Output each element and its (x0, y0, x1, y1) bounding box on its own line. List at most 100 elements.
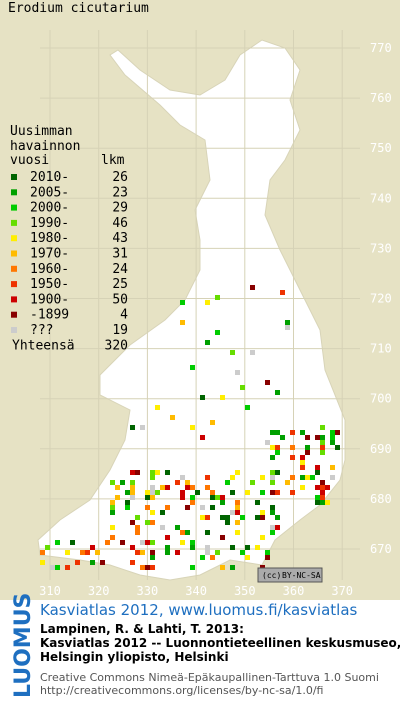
observation-square (260, 510, 265, 515)
observation-square (190, 365, 195, 370)
observation-square (260, 515, 265, 520)
observation-square (270, 470, 275, 475)
observation-square (65, 550, 70, 555)
y-tick-label: 740 (370, 191, 392, 205)
observation-square (265, 380, 270, 385)
legend-swatch (11, 189, 17, 196)
observation-square (150, 550, 155, 555)
observation-square (305, 435, 310, 440)
legend-label: 2000- (30, 201, 69, 216)
observation-square (265, 555, 270, 560)
legend-total: 320 (105, 338, 128, 353)
observation-square (130, 470, 135, 475)
observation-square (40, 550, 45, 555)
observation-square (155, 490, 160, 495)
observation-square (185, 480, 190, 485)
observation-square (305, 450, 310, 455)
observation-square (225, 480, 230, 485)
observation-square (250, 350, 255, 355)
observation-square (145, 490, 150, 495)
observation-square (195, 490, 200, 495)
observation-square (95, 550, 100, 555)
observation-square (285, 480, 290, 485)
legend-heading: havainnon (10, 139, 80, 154)
observation-square (310, 475, 315, 480)
observation-square (215, 550, 220, 555)
observation-square (280, 290, 285, 295)
observation-square (235, 530, 240, 535)
legend-label: -1899 (30, 308, 69, 323)
observation-square (290, 445, 295, 450)
legend-swatch (11, 174, 17, 180)
observation-square (150, 510, 155, 515)
observation-square (200, 505, 205, 510)
observation-square (215, 330, 220, 335)
observation-square (55, 565, 60, 570)
observation-square (145, 505, 150, 510)
observation-square (265, 550, 270, 555)
observation-square (275, 445, 280, 450)
observation-square (210, 490, 215, 495)
observation-square (150, 485, 155, 490)
observation-square (335, 445, 340, 450)
observation-square (260, 535, 265, 540)
footer-link[interactable]: Kasviatlas 2012, www.luomus.fi/kasviatla… (40, 601, 358, 619)
observation-square (150, 555, 155, 560)
license-text: Creative Commons Nimeä-Epäkaupallinen-Ta… (40, 671, 379, 684)
observation-square (130, 545, 135, 550)
observation-square (215, 495, 220, 500)
observation-square (240, 515, 245, 520)
observation-square (315, 465, 320, 470)
observation-square (285, 325, 290, 330)
legend-label: 1990- (30, 216, 69, 231)
observation-square (70, 540, 75, 545)
observation-square (220, 515, 225, 520)
y-tick-label: 730 (370, 241, 392, 255)
observation-square (110, 510, 115, 515)
observation-square (235, 370, 240, 375)
legend-col: vuosi (10, 153, 49, 168)
observation-square (50, 565, 55, 570)
observation-square (290, 475, 295, 480)
observation-square (150, 565, 155, 570)
observation-square (200, 435, 205, 440)
observation-square (45, 545, 50, 550)
license-url[interactable]: http://creativecommons.org/licenses/by-n… (40, 684, 323, 697)
observation-square (275, 515, 280, 520)
observation-square (190, 485, 195, 490)
observation-square (140, 550, 145, 555)
observation-square (150, 520, 155, 525)
observation-square (255, 545, 260, 550)
badge-type: BY-NC-SA (282, 571, 321, 580)
observation-square (175, 480, 180, 485)
observation-square (190, 500, 195, 505)
observation-square (150, 470, 155, 475)
observation-square (190, 565, 195, 570)
observation-square (225, 520, 230, 525)
observation-square (135, 550, 140, 555)
observation-square (230, 490, 235, 495)
observation-square (180, 540, 185, 545)
legend-count: 4 (120, 308, 128, 323)
observation-square (200, 395, 205, 400)
observation-square (130, 485, 135, 490)
observation-square (155, 470, 160, 475)
observation-square (190, 425, 195, 430)
legend-swatch (11, 296, 17, 303)
observation-square (115, 485, 120, 490)
y-tick-label: 700 (370, 392, 392, 406)
observation-square (220, 500, 225, 505)
observation-square (140, 565, 145, 570)
observation-square (120, 540, 125, 545)
observation-square (240, 385, 245, 390)
legend-count: 46 (112, 216, 128, 231)
observation-square (245, 405, 250, 410)
observation-square (285, 320, 290, 325)
observation-square (110, 480, 115, 485)
observation-square (255, 515, 260, 520)
x-tick-label: 320 (88, 584, 110, 598)
observation-square (330, 465, 335, 470)
observation-square (320, 445, 325, 450)
observation-square (320, 485, 325, 490)
observation-square (165, 470, 170, 475)
